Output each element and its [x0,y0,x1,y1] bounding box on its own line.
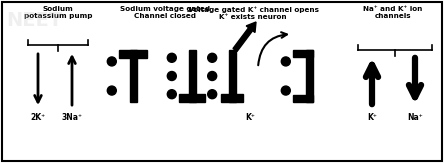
Bar [179,94,205,102]
Circle shape [107,86,116,95]
Text: 3Na⁺: 3Na⁺ [62,113,83,122]
Text: K⁺: K⁺ [367,113,377,122]
Circle shape [281,57,290,66]
Bar [119,50,147,58]
Bar [130,50,137,102]
Bar [306,50,313,102]
Text: Sodium voltage gated
Channel closed: Sodium voltage gated Channel closed [120,6,210,19]
Text: Na⁺: Na⁺ [407,113,423,122]
Bar [229,50,236,102]
Circle shape [208,72,217,81]
Bar [293,95,313,102]
Bar [293,50,313,57]
Circle shape [281,86,290,95]
Bar [221,94,243,102]
Circle shape [107,57,116,66]
FancyArrowPatch shape [258,32,287,65]
Text: Voltage gated K⁺ channel opens
K⁺ exists neuron: Voltage gated K⁺ channel opens K⁺ exists… [187,6,318,20]
Text: K⁺: K⁺ [245,113,255,122]
Text: 2K⁺: 2K⁺ [31,113,46,122]
Circle shape [208,53,217,62]
Bar [189,50,196,102]
Circle shape [208,90,217,99]
Circle shape [167,53,176,62]
Text: Na⁺ and K⁺ ion
channels: Na⁺ and K⁺ ion channels [363,6,423,19]
FancyArrow shape [233,22,256,52]
Circle shape [167,72,176,81]
Text: NEET: NEET [6,11,62,30]
Circle shape [167,90,176,99]
Text: Sodium
potassium pump: Sodium potassium pump [24,6,92,19]
